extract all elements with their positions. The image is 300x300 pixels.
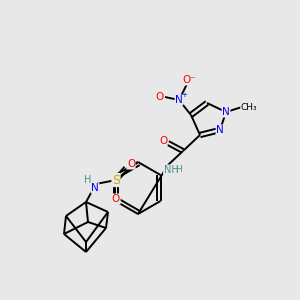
Text: H: H	[84, 175, 92, 185]
Text: O: O	[112, 194, 120, 204]
Text: NH: NH	[164, 165, 178, 175]
Text: H: H	[176, 166, 182, 175]
Text: O: O	[159, 136, 167, 146]
Text: O⁻: O⁻	[182, 75, 196, 85]
Text: O: O	[127, 159, 135, 169]
Text: N: N	[91, 183, 99, 193]
Text: O: O	[156, 92, 164, 102]
Text: N: N	[216, 125, 224, 135]
Text: N: N	[222, 107, 230, 117]
Text: N: N	[175, 95, 183, 105]
Text: CH₃: CH₃	[241, 103, 257, 112]
Text: S: S	[112, 173, 120, 187]
Text: +: +	[181, 92, 187, 98]
